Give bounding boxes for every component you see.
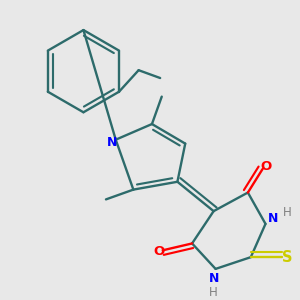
Text: H: H bbox=[209, 286, 218, 299]
Text: H: H bbox=[283, 206, 291, 219]
Text: N: N bbox=[208, 272, 219, 285]
Text: O: O bbox=[153, 245, 164, 258]
Text: N: N bbox=[106, 136, 117, 149]
Text: S: S bbox=[282, 250, 293, 265]
Text: N: N bbox=[268, 212, 278, 226]
Text: O: O bbox=[260, 160, 271, 173]
